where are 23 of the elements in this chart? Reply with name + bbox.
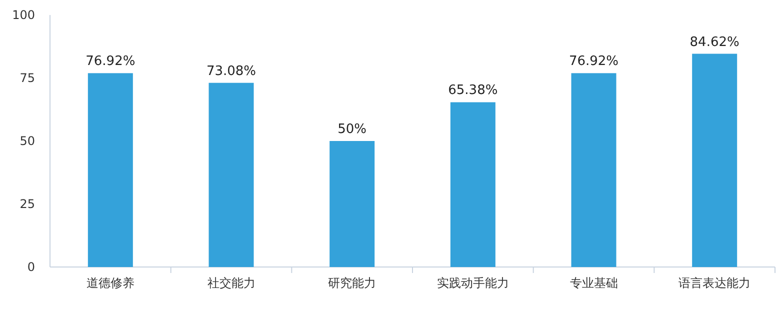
y-tick-label: 25 [20, 197, 35, 211]
data-label: 84.62% [690, 34, 740, 50]
y-tick-label: 100 [12, 8, 35, 22]
x-tick-label: 道德修养 [86, 276, 134, 290]
y-tick-label: 50 [20, 134, 35, 148]
y-tick-label: 0 [27, 260, 35, 274]
x-tick-label: 专业基础 [570, 276, 618, 290]
y-tick-label: 75 [20, 71, 35, 85]
data-label: 73.08% [206, 64, 256, 79]
x-tick-label: 社交能力 [207, 276, 256, 290]
x-tick-label: 实践动手能力 [436, 276, 509, 290]
bar [88, 73, 133, 267]
data-label: 50% [338, 122, 367, 137]
bar [450, 102, 496, 267]
bar [571, 73, 616, 267]
bar [692, 54, 738, 267]
data-label: 76.92% [568, 54, 619, 70]
bar [208, 82, 254, 267]
x-tick-label: 研究能力 [328, 276, 376, 290]
x-tick-label: 语言表达能力 [678, 276, 751, 290]
data-label: 65.38% [448, 83, 498, 98]
bar [330, 141, 375, 267]
data-label: 76.92% [86, 54, 136, 70]
